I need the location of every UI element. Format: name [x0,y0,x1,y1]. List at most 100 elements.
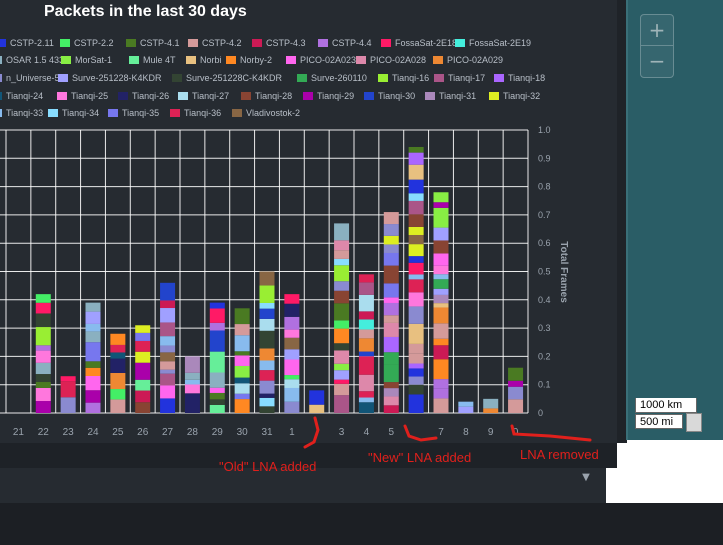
bar-segment [383,396,399,406]
x-tick-label: 23 [63,427,75,438]
legend-entry[interactable]: Mule 4T [129,55,176,65]
bar-segment [259,370,275,381]
legend-entry[interactable]: Tianqi-16 [378,73,429,83]
legend-label: Surve-251228-K4KDR [72,73,162,83]
bar-segment [408,343,424,354]
legend-entry[interactable]: PICO-02A023 [286,55,356,65]
bar-segment [334,320,350,329]
bar-segment [383,405,399,413]
legend-entry[interactable]: CSTP-4.4 [318,38,372,48]
legend-swatch [178,92,188,100]
chart-panel: Packets in the last 30 days CSTP-2.11 CST… [0,0,617,443]
legend-entry[interactable]: Tianqi-36 [170,108,221,118]
bar-segment [160,282,176,301]
bar-segment [358,402,374,413]
bar-segment [135,390,151,403]
chevron-down-icon[interactable]: ▼ [582,472,590,483]
bar-segment [334,265,350,282]
legend-label: Surve-260110 [311,73,367,83]
map-view[interactable] [626,0,723,440]
legend-entry[interactable]: Vladivostok-2 [232,108,300,118]
legend-entry[interactable]: Tianqi-27 [178,91,229,101]
legend-entry[interactable]: n_Universe-5 [0,73,60,83]
bar-segment [160,345,176,353]
bar-segment [433,265,449,275]
bar-segment [334,240,350,251]
legend-entry[interactable]: CSTP-2.2 [60,38,114,48]
bar-segment [160,336,176,346]
bar-segment [135,402,151,413]
legend-entry[interactable]: Tianqi-26 [118,91,169,101]
bar-segment [209,392,225,400]
legend-label: Tianqi-35 [122,108,160,118]
legend-entry[interactable]: CSTP-2.11 [0,38,54,48]
legend-entry[interactable]: Tianqi-34 [48,108,99,118]
legend-entry[interactable]: CSTP-4.3 [252,38,306,48]
legend-label: CSTP-4.1 [140,38,180,48]
legend-label: Vladivostok-2 [246,108,301,118]
legend-entry[interactable]: CSTP-4.2 [188,38,242,48]
legend-swatch [226,56,236,64]
zoom-in-button[interactable]: + [648,18,666,42]
y-tick-label: 1.0 [538,125,551,135]
select-field[interactable] [0,468,606,503]
legend-entry[interactable]: Tianqi-17 [434,73,485,83]
y-tick-label: 0.9 [538,153,551,163]
legend-label: n_Universe-5 [6,73,60,83]
legend-entry[interactable]: Tianqi-35 [108,108,159,118]
legend-label: Tianqi-32 [503,91,541,101]
legend-entry[interactable]: PICO-02A029 [433,55,503,65]
legend-entry[interactable]: Tianqi-33 [0,108,43,118]
legend-entry[interactable]: Norbi [186,55,222,65]
bar-segment [433,192,449,203]
legend-entry[interactable]: Surve-251228-K4KDR [58,73,162,83]
bar-segment [408,193,424,201]
legend-entry[interactable]: CSTP-4.1 [126,38,180,48]
bar-segment [135,351,151,363]
zoom-out-button[interactable]: − [641,45,673,76]
bar-segment [209,399,225,405]
legend-entry[interactable]: Norby-2 [226,55,272,65]
legend-entry[interactable]: Tianqi-18 [494,73,545,83]
legend-swatch [455,39,465,47]
legend-entry[interactable]: PICO-02A028 [356,55,426,65]
chart-title: Packets in the last 30 days [44,3,247,20]
legend-entry[interactable]: FossaSat-2E18 [381,38,457,48]
bar-segment [408,262,424,275]
bar-segment [408,244,424,257]
bar-segment [160,300,176,309]
legend-entry[interactable]: Tianqi-24 [0,91,43,101]
bar-segment [408,256,424,263]
legend-label: Tianqi-28 [255,91,293,101]
legend-entry[interactable]: Tianqi-30 [364,91,415,101]
bar-segment [383,283,399,298]
legend-entry[interactable]: Tianqi-32 [489,91,540,101]
bar-segment [383,302,399,316]
bar-segment [358,311,374,320]
legend-entry[interactable]: OSAR 1.5 433 [0,55,64,65]
legend-entry[interactable]: FossaSat-2E19 [455,38,531,48]
bar-segment [85,376,101,391]
bar-segment [209,372,225,388]
x-tick-label: 7 [438,427,444,438]
zoom-control: + − [640,14,674,78]
bar-segment [433,388,449,399]
legend-entry[interactable]: Tianqi-25 [57,91,108,101]
legend-entry[interactable]: Tianqi-31 [425,91,476,101]
bar-segment [358,338,374,352]
bar-segment [259,285,275,303]
legend-entry[interactable]: Tianqi-29 [303,91,354,101]
legend-entry[interactable]: Surve-260110 [297,73,367,83]
legend-swatch [241,92,251,100]
bar-segment [334,370,350,380]
legend-label: Tianqi-16 [392,73,430,83]
bar-segment [110,333,126,345]
legend-entry[interactable]: Tianqi-28 [241,91,292,101]
legend-entry[interactable]: Surve-251228C-K4KDR [172,73,282,83]
bar-segment [309,404,325,413]
bar-segment [383,364,399,383]
legend-entry[interactable]: MorSat-1 [61,55,112,65]
bar-segment [35,387,51,402]
bar-segment [408,376,424,385]
legend-label: PICO-02A023 [300,55,357,65]
